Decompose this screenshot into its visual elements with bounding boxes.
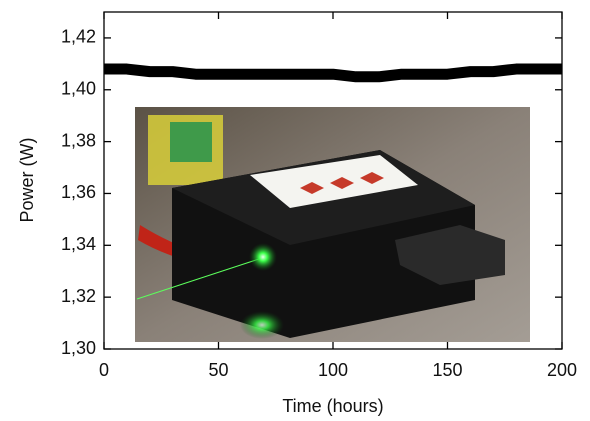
y-axis-label: Power (W) bbox=[17, 138, 37, 223]
y-tick-label: 1,36 bbox=[61, 182, 96, 202]
x-axis-label: Time (hours) bbox=[282, 396, 383, 416]
inset-photo bbox=[135, 107, 530, 342]
data-line bbox=[104, 63, 562, 83]
x-tick-label: 50 bbox=[208, 360, 228, 380]
x-tick-label: 0 bbox=[99, 360, 109, 380]
y-tick-label: 1,42 bbox=[61, 27, 96, 47]
x-tick-label: 200 bbox=[547, 360, 577, 380]
y-tick-label: 1,30 bbox=[61, 338, 96, 358]
y-tick-label: 1,34 bbox=[61, 234, 96, 254]
y-tick-label: 1,32 bbox=[61, 286, 96, 306]
y-tick-label: 1,40 bbox=[61, 79, 96, 99]
x-tick-label: 100 bbox=[318, 360, 348, 380]
y-tick-label: 1,38 bbox=[61, 130, 96, 150]
x-tick-label: 150 bbox=[432, 360, 462, 380]
